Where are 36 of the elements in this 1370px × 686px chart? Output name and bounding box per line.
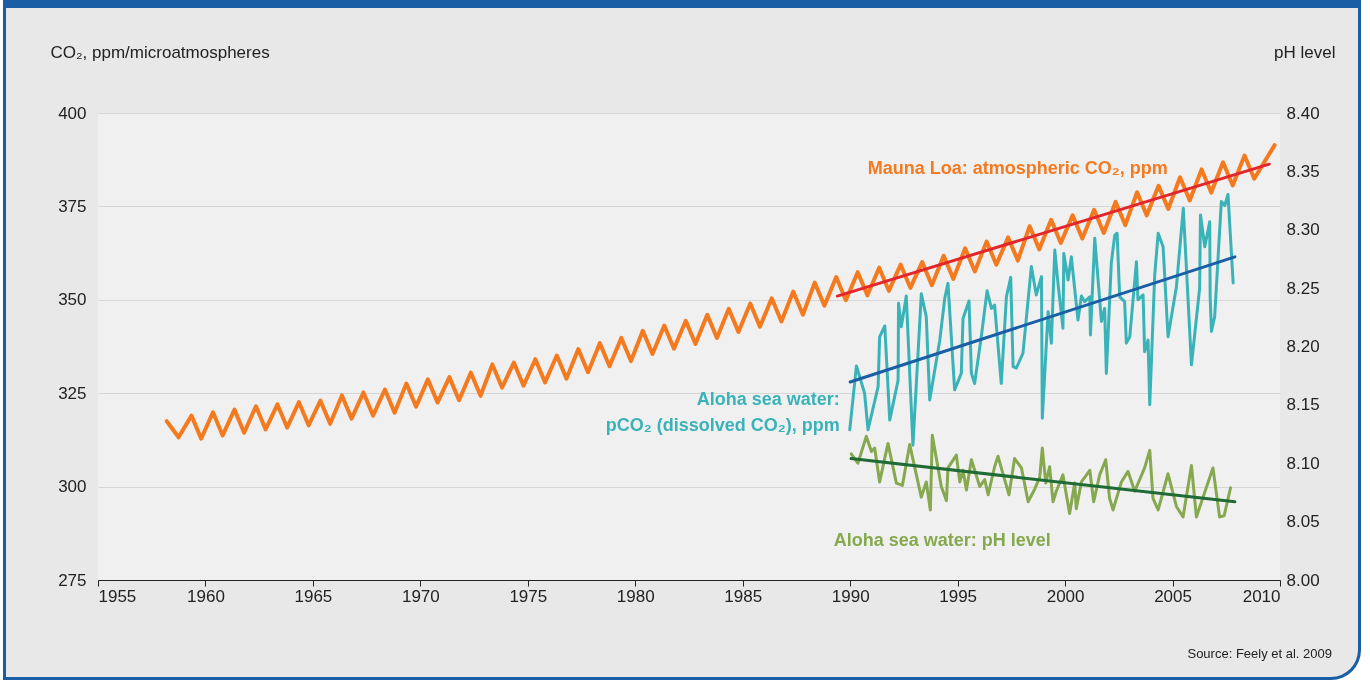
- x-tick-label: 1960: [187, 586, 225, 606]
- y2-tick-label: 8.20: [1286, 337, 1320, 356]
- y-tick-label: 300: [58, 477, 87, 497]
- y-axis-title: CO₂, ppm/microatmospheres: [50, 42, 270, 62]
- y2-tick-label: 8.40: [1286, 103, 1320, 123]
- x-tick-label: 1975: [509, 586, 548, 606]
- x-tick-label: 1965: [294, 586, 333, 606]
- x-tick-label: 2005: [1154, 586, 1192, 606]
- line-series: [849, 433, 1233, 519]
- y2-tick-label: 8.10: [1286, 453, 1320, 473]
- x-tick-label: 1970: [401, 586, 440, 606]
- y2-tick-label: 8.05: [1286, 512, 1320, 532]
- series-label: Mauna Loa: atmospheric CO₂, ppm: [867, 157, 1168, 178]
- x-tick-label: 2010: [1242, 586, 1281, 606]
- y2-tick-label: 8.35: [1286, 161, 1320, 181]
- y-tick-label: 400: [58, 103, 87, 123]
- y-tick-label: 375: [58, 196, 87, 216]
- y-tick-label: 275: [58, 570, 87, 590]
- y-tick-label: 350: [58, 290, 87, 310]
- y2-tick-label: 8.00: [1286, 570, 1320, 590]
- y2-axis-title: pH level: [1274, 42, 1336, 62]
- series-label: Aloha sea water: pCO₂ (dissolved CO₂), ppm: [605, 388, 840, 435]
- line-series: [164, 143, 1277, 441]
- source-note: Source: Feely et al. 2009: [1187, 646, 1332, 661]
- y-tick-label: 325: [58, 383, 87, 403]
- x-tick-label: 1995: [939, 586, 978, 606]
- x-tick-label: 1990: [831, 586, 870, 606]
- x-tick-label: 2000: [1046, 586, 1085, 606]
- line-series: [848, 192, 1235, 447]
- y2-tick-label: 8.15: [1286, 395, 1320, 415]
- series-label: Aloha sea water: pH level: [833, 529, 1051, 550]
- y2-tick-label: 8.25: [1286, 278, 1320, 298]
- x-tick-label: 1980: [616, 586, 655, 606]
- x-tick-label: 1985: [724, 586, 763, 606]
- y2-tick-label: 8.30: [1286, 220, 1320, 240]
- x-tick-label: 1955: [98, 586, 137, 606]
